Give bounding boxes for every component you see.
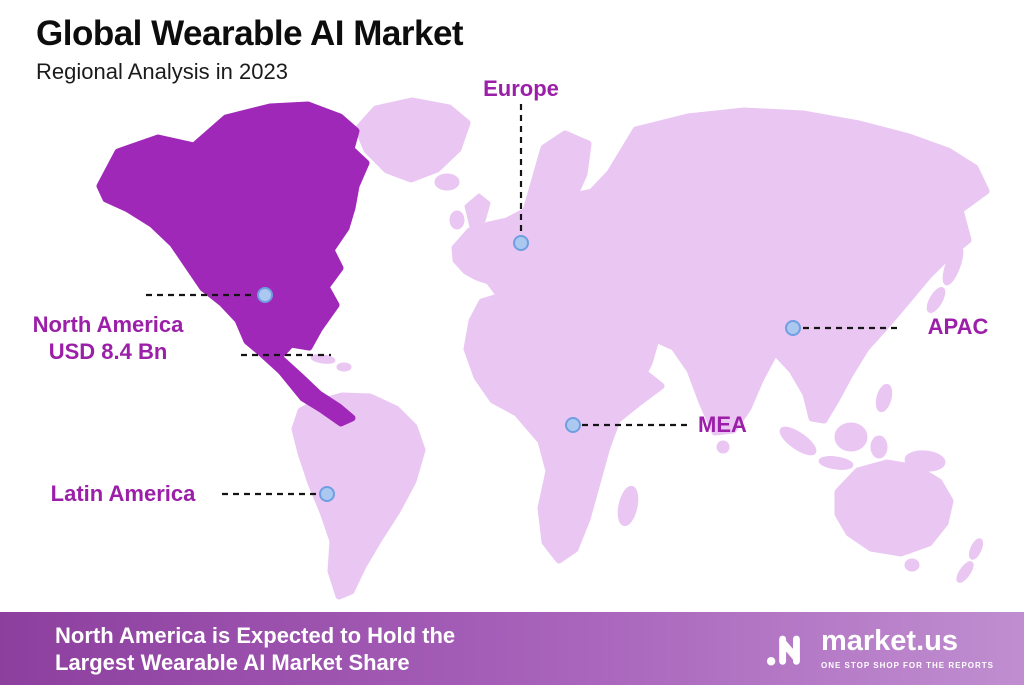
market-us-logo-icon [766,635,800,665]
logo-brand: market.us [820,625,958,657]
marker-north-america [257,287,273,303]
market-us-logo: market.us ONE STOP SHOP FOR THE REPORTS [765,626,994,672]
marker-latin-america [319,486,335,502]
logo-tagline: ONE STOP SHOP FOR THE REPORTS [820,661,994,670]
island-new-zealand-north [968,538,984,560]
island-new-zealand-south [956,561,974,583]
island-japan-south [926,286,946,314]
label-north-america-value: USD 8.4 Bn [48,339,168,364]
label-latin-america: Latin America [50,481,196,506]
island-japan-north [942,244,964,286]
label-north-america-name: North America [32,312,184,337]
island-philippines [875,383,893,413]
continent-australia [834,459,954,557]
banner-line-1: North America is Expected to Hold the [55,622,456,648]
logo-text: market.us ONE STOP SHOP FOR THE REPORTS [820,625,994,671]
island-borneo [834,422,868,452]
continent-south-america [291,392,426,600]
footer-banner: North America is Expected to Hold the La… [0,612,1024,685]
island-tasmania [904,558,920,572]
island-sumatra [779,426,817,456]
header: Global Wearable AI Market Regional Analy… [36,14,464,85]
page-title: Global Wearable AI Market [36,14,464,53]
island-hispaniola [336,362,352,372]
marker-apac [785,320,801,336]
island-uk [464,193,491,229]
island-madagascar [617,485,639,527]
continent-africa [463,285,665,564]
continent-north-america-highlight [96,101,370,427]
banner-text: North America is Expected to Hold the La… [55,622,455,676]
banner-line-2: Largest Wearable AI Market Share [55,649,410,675]
island-java [818,456,854,470]
label-north-america: North America USD 8.4 Bn [8,311,208,365]
island-greenland [354,97,471,183]
island-sri-lanka [716,440,730,454]
label-apac: APAC [927,314,989,339]
marker-europe [513,235,529,251]
island-new-guinea [904,450,946,472]
island-ireland [449,210,465,230]
island-sulawesi [870,435,888,459]
label-mea: MEA [698,412,747,437]
island-iceland [434,173,460,191]
marker-mea [565,417,581,433]
label-europe: Europe [483,76,559,101]
page-subtitle: Regional Analysis in 2023 [36,59,288,84]
